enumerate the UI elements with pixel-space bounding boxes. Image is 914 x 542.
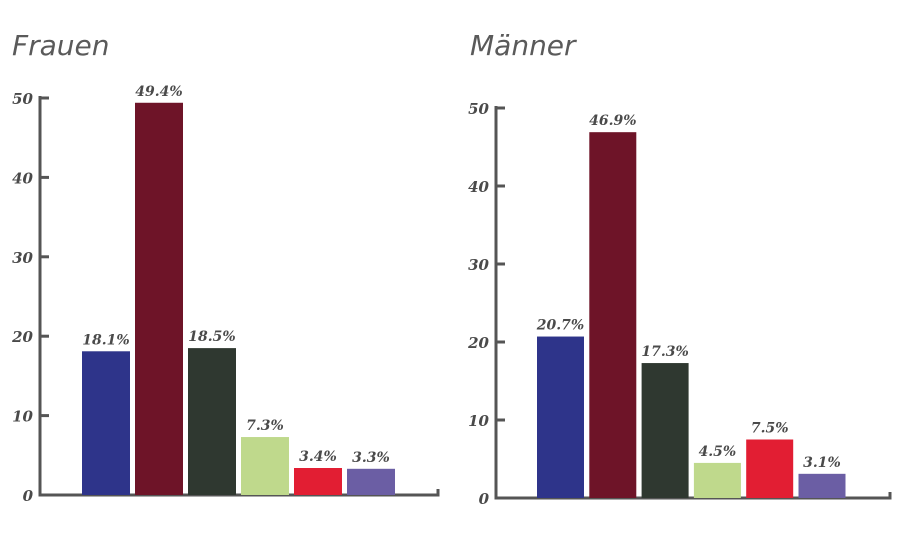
- maenner-ytick-label-10: 10: [468, 412, 489, 430]
- maenner-bar-5: [746, 439, 794, 498]
- maenner-bar-label-4: 4.5%: [699, 444, 737, 460]
- maenner-bar-label-5: 7.5%: [751, 421, 789, 437]
- frauen-ytick-label-20: 20: [11, 328, 33, 346]
- maenner-bar-label-2: 46.9%: [589, 113, 636, 129]
- frauen-bar-label-5: 3.4%: [299, 449, 337, 465]
- frauen-bar-5: [294, 468, 342, 495]
- maenner-bar-label-1: 20.7%: [536, 318, 584, 334]
- frauen-bar-label-4: 7.3%: [246, 418, 284, 434]
- frauen-ytick-label-30: 30: [12, 249, 33, 267]
- frauen-bar-label-3: 18.5%: [188, 329, 235, 345]
- maenner-ytick-label-50: 50: [468, 100, 489, 118]
- maenner-axis-lines: [494, 106, 892, 500]
- frauen-panel: Frauen 0 10 20 30 40 50 18.1% 49.4% 18.5% 7.3% 3.4…: [11, 29, 440, 505]
- maenner-bar-6: [798, 473, 846, 498]
- frauen-bar-label-2: 49.4%: [135, 84, 182, 100]
- frauen-ytick-label-10: 10: [12, 408, 33, 426]
- frauen-title: Frauen: [12, 29, 110, 62]
- frauen-ytick-label-40: 40: [12, 169, 33, 187]
- maenner-title: Männer: [470, 29, 577, 62]
- maenner-bar-label-6: 3.1%: [803, 455, 841, 471]
- frauen-bar-3: [188, 348, 236, 495]
- maenner-bar-label-3: 17.3%: [641, 344, 688, 360]
- maenner-bar-1: [537, 336, 584, 498]
- frauen-ytick-label-50: 50: [12, 90, 33, 108]
- maenner-ytick-label-20: 20: [467, 334, 489, 352]
- maenner-bar-4: [693, 462, 741, 498]
- maenner-ytick-label-40: 40: [468, 178, 489, 196]
- frauen-axis-lines: [38, 96, 440, 497]
- maenner-bar-2: [589, 132, 637, 498]
- frauen-bar-1: [82, 351, 130, 495]
- maenner-ytick-label-0: 0: [479, 490, 490, 508]
- frauen-bar-label-1: 18.1%: [82, 332, 129, 348]
- frauen-bar-label-6: 3.3%: [352, 450, 390, 466]
- frauen-ytick-label-0: 0: [23, 487, 34, 505]
- maenner-panel: Männer 0 10 20 30 40 50 20.7% 46.9% 17.3% 4.5% 7.5…: [467, 29, 892, 508]
- frauen-bar-6: [347, 468, 395, 495]
- frauen-bar-4: [241, 437, 289, 495]
- maenner-ytick-label-30: 30: [468, 256, 489, 274]
- maenner-bar-3: [641, 363, 689, 498]
- frauen-bar-2: [135, 102, 183, 495]
